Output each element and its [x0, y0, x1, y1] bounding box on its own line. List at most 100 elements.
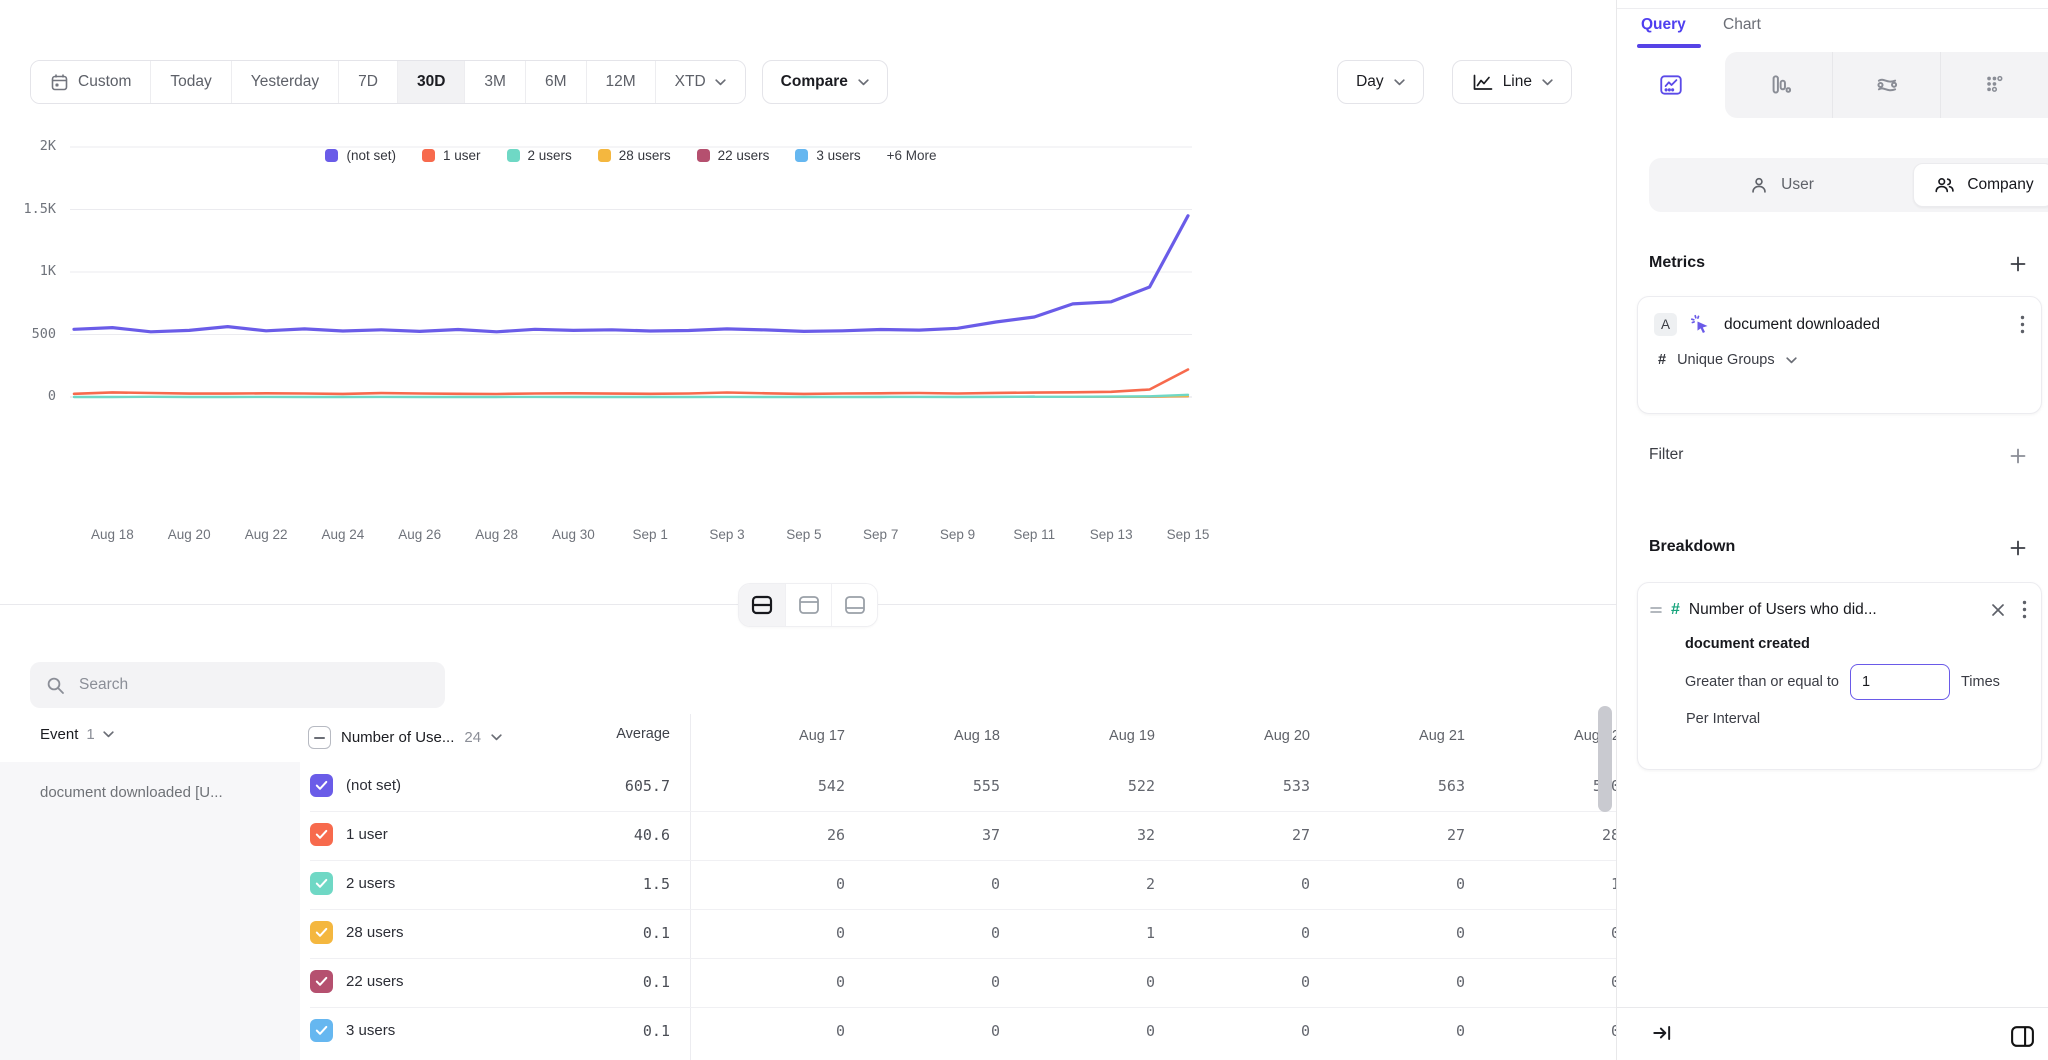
x-tick-label: Aug 22	[244, 527, 288, 542]
series-value-cell: 555	[972, 777, 1000, 795]
chevron-down-icon	[1542, 78, 1553, 85]
series-value-cell: 533	[1282, 777, 1310, 795]
date-column-header[interactable]: Aug 22	[1574, 728, 1616, 744]
legend-item[interactable]: (not set)	[325, 148, 396, 163]
per-interval-label[interactable]: Per Interval	[1686, 711, 1761, 727]
series-value-cell: 0	[1300, 924, 1310, 942]
event-column-header[interactable]: Event 1	[40, 726, 114, 743]
range-xtd-button[interactable]: XTD	[654, 61, 745, 103]
add-metric-button[interactable]	[2006, 252, 2030, 276]
legend-item[interactable]: 1 user	[421, 148, 481, 163]
event-list-item[interactable]: document downloaded [U...	[40, 784, 223, 801]
measure-selector[interactable]: # Unique Groups	[1638, 336, 2041, 368]
series-column-header[interactable]: Number of Use... 24	[308, 726, 502, 749]
x-tick-label: Aug 30	[551, 527, 595, 542]
row-divider	[310, 860, 1616, 861]
range-yesterday-button[interactable]: Yesterday	[230, 61, 339, 103]
main-area: Custom Today Yesterday 7D 30D 3M 6M 12M XTD Comp…	[0, 60, 1616, 1060]
toggle-sidebar-icon[interactable]	[2009, 1023, 2036, 1050]
chart-type-line-tab[interactable]	[1617, 52, 1725, 118]
chart-type-dropdown[interactable]: Line	[1451, 60, 1572, 104]
average-column-divider	[690, 714, 691, 1060]
layout-table-only-button[interactable]	[831, 584, 877, 626]
y-tick-label: 500	[31, 325, 56, 342]
compare-button[interactable]: Compare	[761, 60, 888, 104]
breakdown-card[interactable]: # Number of Users who did... document cr…	[1637, 582, 2042, 770]
y-tick-label: 2K	[39, 138, 56, 154]
metric-card[interactable]: A document downloaded # Unique Groups	[1637, 296, 2042, 414]
series-checkbox[interactable]	[310, 774, 333, 797]
table-row: 1 user 40.6 26 37 32 27 27 28	[0, 811, 1616, 860]
chart-type-dots-tab[interactable]	[1940, 52, 2048, 118]
series-value-cell: 0	[835, 875, 845, 893]
tab-query[interactable]: Query	[1641, 16, 1686, 33]
tab-chart[interactable]: Chart	[1723, 16, 1761, 33]
series-value-cell: 0	[1455, 1022, 1465, 1040]
legend-swatch	[597, 149, 611, 162]
layout-split-view-button[interactable]	[739, 584, 785, 626]
search-input[interactable]	[77, 675, 429, 695]
series-value-cell: 27	[1291, 826, 1310, 844]
breakdown-kebab-menu[interactable]	[2020, 598, 2029, 621]
legend-item[interactable]: 2 users	[506, 148, 572, 163]
toggle-company-option[interactable]: Company	[1913, 163, 2048, 207]
select-all-checkbox[interactable]	[308, 726, 331, 749]
check-icon	[315, 780, 328, 790]
series-average: 0.1	[642, 973, 670, 991]
series-value-cell: 0	[1610, 973, 1616, 991]
series-value-cell: 530	[1475, 777, 1616, 795]
metric-kebab-menu[interactable]	[2018, 313, 2027, 336]
range-30d-button[interactable]: 30D	[396, 61, 465, 103]
search-icon	[47, 677, 64, 694]
check-icon	[315, 1025, 328, 1035]
table-vertical-scrollbar[interactable]	[1598, 706, 1612, 812]
close-icon	[1992, 603, 2004, 616]
legend-item[interactable]: 28 users	[597, 148, 671, 163]
series-checkbox[interactable]	[310, 1019, 333, 1042]
series-average: 1.5	[642, 875, 670, 893]
series-checkbox[interactable]	[310, 970, 333, 993]
chart-type-bar-tab[interactable]	[1725, 52, 1832, 118]
toggle-user-option[interactable]: User	[1649, 158, 1913, 212]
breakdown-heading: Breakdown	[1649, 538, 1736, 555]
series-value-cell: 522	[1127, 777, 1155, 795]
range-6m-button[interactable]: 6M	[524, 61, 586, 103]
range-7d-button[interactable]: 7D	[338, 61, 397, 103]
legend-more-link[interactable]: +6 More	[886, 148, 937, 163]
series-value-cell: 542	[817, 777, 845, 795]
line-chart[interactable]	[70, 140, 1192, 408]
drag-handle-icon[interactable]	[1650, 605, 1662, 615]
x-tick-label: Aug 28	[475, 527, 518, 542]
range-custom-button[interactable]: Custom	[31, 61, 151, 103]
range-12m-button[interactable]: 12M	[585, 61, 655, 103]
series-checkbox[interactable]	[310, 823, 333, 846]
date-column-header[interactable]: Aug 18	[954, 728, 1000, 744]
series-header-label: Number of Use...	[341, 729, 455, 746]
date-column-header[interactable]: Aug 19	[1109, 728, 1155, 744]
date-column-header[interactable]: Aug 21	[1419, 728, 1465, 744]
series-value-cell: 0	[1300, 973, 1310, 991]
legend-item[interactable]: 3 users	[795, 148, 861, 163]
legend-label: 2 users	[527, 148, 572, 163]
series-checkbox[interactable]	[310, 872, 333, 895]
layout-chart-only-button[interactable]	[785, 584, 831, 626]
event-header-label: Event	[40, 726, 79, 743]
legend-item[interactable]: 22 users	[696, 148, 769, 163]
date-column-header[interactable]: Aug 17	[799, 728, 845, 744]
condition-value-input[interactable]	[1849, 664, 1950, 700]
breakdown-event-name[interactable]: document created	[1685, 636, 1810, 652]
kebab-icon	[2020, 315, 2025, 334]
range-label: 30D	[416, 73, 446, 90]
remove-breakdown-button[interactable]	[1985, 601, 2011, 619]
interval-dropdown[interactable]: Day	[1337, 60, 1424, 104]
series-checkbox[interactable]	[310, 921, 333, 944]
range-today-button[interactable]: Today	[150, 61, 231, 103]
add-breakdown-button[interactable]	[2006, 536, 2030, 560]
plus-icon	[2010, 256, 2026, 272]
add-filter-button[interactable]	[2006, 444, 2030, 468]
collapse-panel-button[interactable]	[1651, 1022, 1673, 1044]
date-column-header[interactable]: Aug 20	[1264, 728, 1310, 744]
chevron-down-icon	[103, 731, 114, 738]
chart-type-flow-tab[interactable]	[1832, 52, 1940, 118]
range-3m-button[interactable]: 3M	[464, 61, 525, 103]
